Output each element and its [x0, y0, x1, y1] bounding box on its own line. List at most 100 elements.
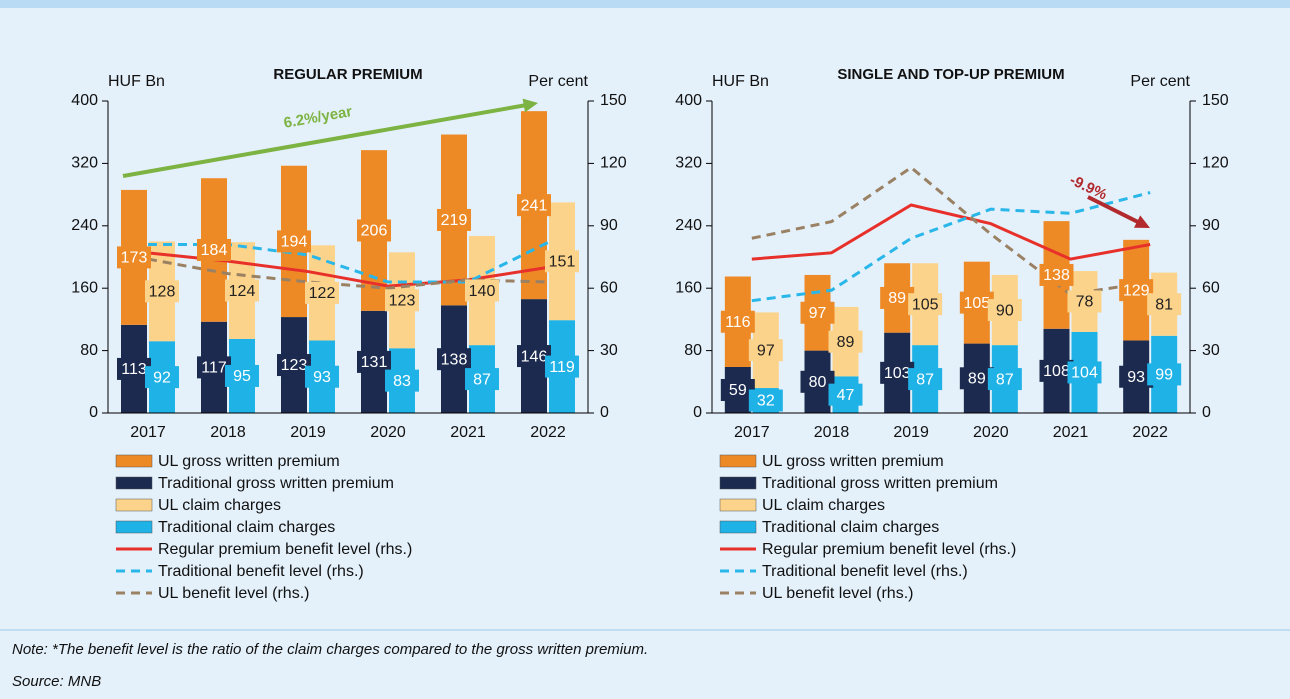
y-tick-label: 80 — [684, 342, 702, 359]
value-label: 131 — [361, 354, 388, 371]
annotation-arrowhead — [522, 98, 538, 113]
value-label-box — [720, 378, 755, 401]
y2-tick-label: 150 — [1202, 92, 1229, 109]
value-label-box — [117, 357, 151, 380]
value-label-box — [277, 230, 311, 253]
value-label: 124 — [229, 283, 256, 300]
value-label: 241 — [521, 197, 548, 214]
value-label: 129 — [1123, 282, 1150, 299]
value-label: 138 — [441, 351, 468, 368]
value-label: 103 — [884, 365, 911, 382]
value-label-box — [357, 350, 391, 373]
legend-label: Traditional claim charges — [762, 519, 939, 536]
legend-label: Traditional gross written premium — [158, 475, 394, 492]
value-label: 89 — [968, 371, 986, 388]
value-label: 47 — [837, 387, 855, 404]
value-label: 194 — [281, 234, 308, 251]
value-label-box — [1147, 293, 1182, 316]
y2-tick-label: 60 — [600, 279, 618, 296]
x-tick-label: 2022 — [1132, 424, 1168, 441]
legend-label: Traditional benefit level (rhs.) — [762, 563, 968, 580]
value-label-box — [117, 246, 151, 269]
y2-tick-label: 90 — [600, 217, 618, 234]
value-label-box — [197, 356, 231, 379]
value-label: 89 — [888, 290, 906, 307]
value-label-box — [959, 367, 994, 390]
value-label: 119 — [549, 359, 575, 376]
value-label: 123 — [281, 357, 308, 374]
value-label: 108 — [1043, 363, 1070, 380]
source: Source: MNB — [12, 673, 101, 690]
value-label-box — [880, 361, 915, 384]
value-label-box — [828, 383, 863, 406]
value-label-box — [145, 366, 179, 389]
x-tick-label: 2019 — [893, 424, 929, 441]
value-label-box — [908, 293, 943, 316]
value-label-box — [517, 194, 551, 217]
value-label: 93 — [1127, 369, 1145, 386]
value-label-box — [800, 370, 835, 393]
y2-axis-label: Per cent — [1130, 73, 1190, 90]
legend-swatch — [719, 498, 757, 512]
annotation-arrowhead — [1134, 215, 1150, 228]
y-tick-label: 320 — [675, 155, 702, 172]
value-label: 128 — [149, 284, 176, 301]
value-label-box — [545, 355, 579, 378]
value-label-box — [1067, 361, 1102, 384]
value-label: 146 — [521, 348, 548, 365]
y2-axis-label: Per cent — [528, 73, 588, 90]
y-tick-label: 160 — [675, 279, 702, 296]
value-label: 90 — [996, 302, 1014, 319]
legend-label: UL benefit level (rhs.) — [158, 585, 309, 602]
value-label-box — [517, 345, 551, 368]
value-label: 92 — [153, 369, 171, 386]
value-label: 87 — [473, 371, 491, 388]
x-tick-label: 2020 — [370, 424, 406, 441]
value-label: 184 — [201, 242, 228, 259]
annotation-arrow — [1087, 195, 1142, 226]
value-label-box — [305, 281, 339, 304]
value-label: 93 — [313, 369, 331, 386]
x-tick-label: 2020 — [973, 424, 1009, 441]
note: Note: *The benefit level is the ratio of… — [12, 641, 648, 658]
value-label: 206 — [361, 223, 388, 240]
top-band — [0, 0, 1290, 8]
value-label-box — [880, 286, 915, 309]
value-label-box — [385, 289, 419, 312]
y-tick-label: 80 — [80, 342, 98, 359]
value-label: 173 — [121, 250, 148, 267]
value-label: 151 — [549, 254, 576, 271]
value-label-box — [225, 279, 259, 302]
value-label-box — [437, 208, 471, 231]
value-label-box — [545, 250, 579, 273]
y-tick-label: 0 — [693, 404, 702, 421]
legend-label: Regular premium benefit level (rhs.) — [158, 541, 412, 558]
legend-label: Traditional gross written premium — [762, 475, 998, 492]
value-label: 117 — [201, 360, 227, 377]
value-label-box — [465, 279, 499, 302]
value-label-box — [800, 301, 835, 324]
value-label: 81 — [1155, 296, 1173, 313]
legend-label: UL claim charges — [762, 497, 885, 514]
value-label-box — [437, 348, 471, 371]
y2-tick-label: 90 — [1202, 217, 1220, 234]
y-tick-label: 240 — [675, 217, 702, 234]
x-tick-label: 2018 — [814, 424, 850, 441]
value-label: 87 — [996, 371, 1014, 388]
y2-tick-label: 120 — [600, 155, 627, 172]
legend-label: Regular premium benefit level (rhs.) — [762, 541, 1016, 558]
legend-swatch — [719, 520, 757, 534]
y2-tick-label: 0 — [600, 404, 609, 421]
y2-tick-label: 150 — [600, 92, 627, 109]
value-label: 95 — [233, 368, 251, 385]
value-label-box — [465, 368, 499, 391]
x-tick-label: 2019 — [290, 424, 326, 441]
legend-swatch — [719, 476, 757, 490]
value-label-box — [1119, 365, 1154, 388]
x-tick-label: 2017 — [734, 424, 770, 441]
value-label: 140 — [469, 283, 496, 300]
value-label: 59 — [729, 382, 747, 399]
value-label: 80 — [809, 374, 827, 391]
x-tick-label: 2021 — [450, 424, 486, 441]
